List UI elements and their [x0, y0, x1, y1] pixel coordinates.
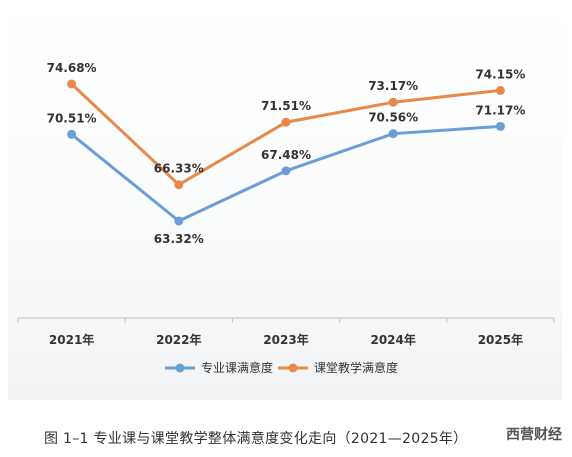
data-label: 74.15%: [475, 67, 525, 81]
data-point-series-1: [388, 129, 398, 139]
legend-marker: [288, 363, 298, 373]
data-label: 70.51%: [47, 111, 97, 125]
data-label: 67.48%: [261, 148, 311, 162]
x-tick-label: 2023年: [263, 332, 308, 347]
data-label: 66.33%: [154, 162, 204, 176]
data-label: 71.51%: [261, 99, 311, 113]
x-tick-label: 2025年: [478, 332, 523, 347]
data-point-series-1: [67, 129, 77, 139]
data-point-series-1: [174, 216, 184, 226]
data-point-series-1: [281, 166, 291, 176]
legend-label: 课堂教学满意度: [314, 360, 398, 375]
data-label: 71.17%: [475, 103, 525, 117]
watermark-text: 西营财经: [506, 427, 562, 443]
data-point-series-2: [174, 180, 184, 190]
chart-panel: [8, 6, 562, 400]
data-label: 73.17%: [368, 79, 418, 93]
data-label: 74.68%: [47, 61, 97, 75]
data-point-series-2: [388, 97, 398, 107]
legend-label: 专业课满意度: [201, 360, 273, 375]
data-point-series-2: [281, 117, 291, 127]
data-label: 63.32%: [154, 232, 204, 246]
x-tick-label: 2021年: [49, 332, 94, 347]
legend-marker: [175, 363, 185, 373]
data-point-series-1: [495, 121, 505, 131]
figure-caption: 图 1–1 专业课与课堂教学整体满意度变化走向（2021—2025年）: [44, 431, 468, 447]
data-label: 70.56%: [368, 111, 418, 125]
data-point-series-2: [67, 79, 77, 89]
x-tick-label: 2022年: [156, 332, 201, 347]
x-tick-label: 2024年: [370, 332, 415, 347]
data-point-series-2: [495, 85, 505, 95]
